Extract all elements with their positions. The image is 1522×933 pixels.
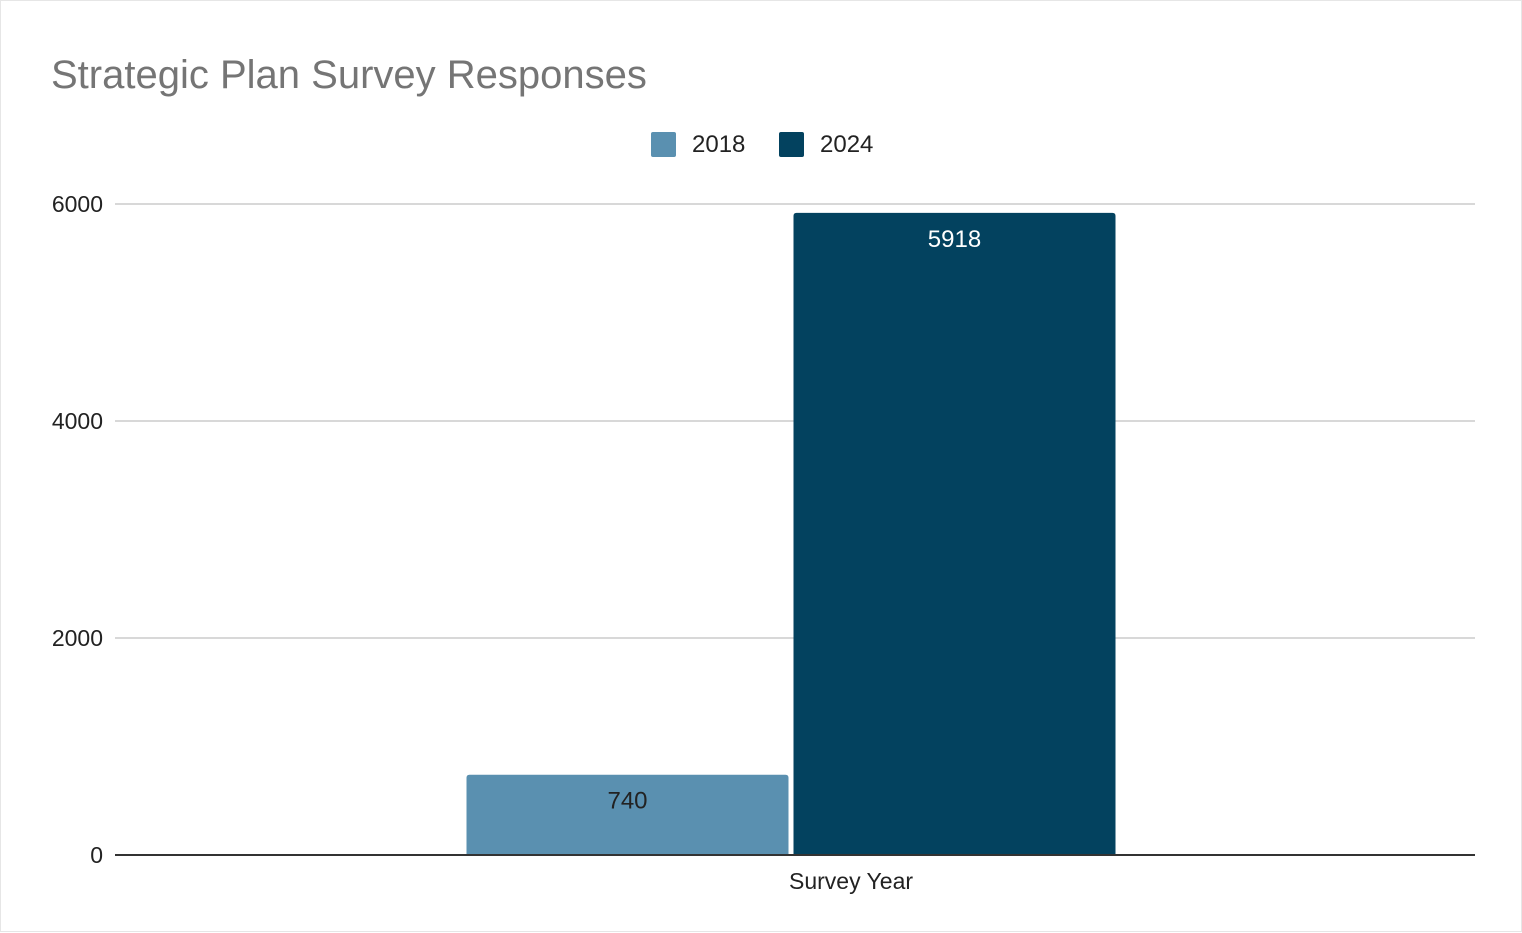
y-tick-label: 2000 xyxy=(52,625,103,651)
x-category-label: Survey Year xyxy=(789,868,913,894)
chart-title: Strategic Plan Survey Responses xyxy=(51,53,647,97)
legend-swatch-2018 xyxy=(651,132,676,157)
legend-label-2018: 2018 xyxy=(692,131,745,158)
legend-swatch-2024 xyxy=(779,132,804,157)
bars xyxy=(466,212,1116,856)
data-label-2018: 740 xyxy=(607,788,647,815)
y-axis-ticks: 0 2000 4000 6000 xyxy=(52,191,103,868)
legend: 2018 2024 xyxy=(651,131,873,158)
legend-label-2024: 2024 xyxy=(820,131,873,158)
data-labels: 740 5918 xyxy=(607,226,981,815)
bar-2018 xyxy=(466,774,789,855)
bar-2024 xyxy=(793,212,1116,856)
y-tick-label: 0 xyxy=(90,842,103,868)
x-axis-categories: Survey Year xyxy=(789,868,913,894)
y-tick-label: 4000 xyxy=(52,408,103,434)
data-label-2024: 5918 xyxy=(928,226,981,253)
y-tick-label: 6000 xyxy=(52,191,103,217)
